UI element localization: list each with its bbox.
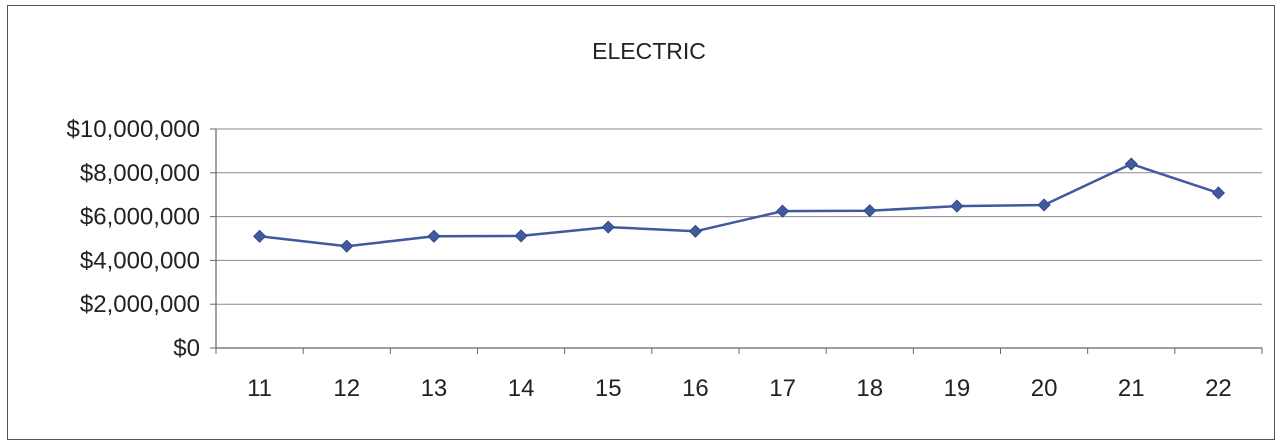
y-tick-label: $2,000,000 xyxy=(80,291,200,318)
data-point xyxy=(1211,186,1225,200)
y-tick-label: $6,000,000 xyxy=(80,204,200,231)
data-point xyxy=(1037,198,1051,212)
x-tick-label: 19 xyxy=(944,375,971,402)
chart-frame: ELECTRIC $0 $2,000,000 $4,000,000 $6,000,00… xyxy=(7,5,1275,440)
data-point xyxy=(253,229,267,243)
y-tick-label: $10,000,000 xyxy=(67,116,200,143)
x-tick-label: 18 xyxy=(856,375,883,402)
x-tick-label: 22 xyxy=(1205,375,1232,402)
data-point xyxy=(776,204,790,218)
data-point xyxy=(340,239,354,253)
x-tick-label: 21 xyxy=(1118,375,1145,402)
electric-line-chart: ELECTRIC $0 $2,000,000 $4,000,000 $6,000,00… xyxy=(67,38,1263,402)
x-tick-label: 13 xyxy=(421,375,448,402)
y-tick-label: $8,000,000 xyxy=(80,160,200,187)
y-axis-ticks: $0 $2,000,000 $4,000,000 $6,000,000 $8,000,0… xyxy=(67,116,200,362)
series-line xyxy=(259,162,1219,248)
x-tick-label: 12 xyxy=(333,375,360,402)
axes xyxy=(210,128,1263,354)
x-tick-label: 16 xyxy=(682,375,709,402)
series xyxy=(253,157,1225,253)
data-point xyxy=(427,229,441,243)
data-point xyxy=(950,199,964,213)
data-point xyxy=(514,229,528,243)
data-point xyxy=(688,224,702,238)
y-tick-label: $4,000,000 xyxy=(80,247,200,274)
x-tick-label: 20 xyxy=(1031,375,1058,402)
x-tick-label: 15 xyxy=(595,375,622,402)
chart-title: ELECTRIC xyxy=(592,38,706,64)
gridlines xyxy=(216,128,1262,305)
x-tick-label: 17 xyxy=(769,375,796,402)
data-point xyxy=(601,220,615,234)
x-axis-ticks: 11 12 13 14 15 16 17 18 19 20 21 22 xyxy=(247,375,1232,402)
data-point xyxy=(863,204,877,218)
y-tick-label: $0 xyxy=(173,335,200,362)
data-point xyxy=(1124,157,1138,171)
x-tick-label: 11 xyxy=(247,375,272,402)
x-tick-label: 14 xyxy=(508,375,535,402)
